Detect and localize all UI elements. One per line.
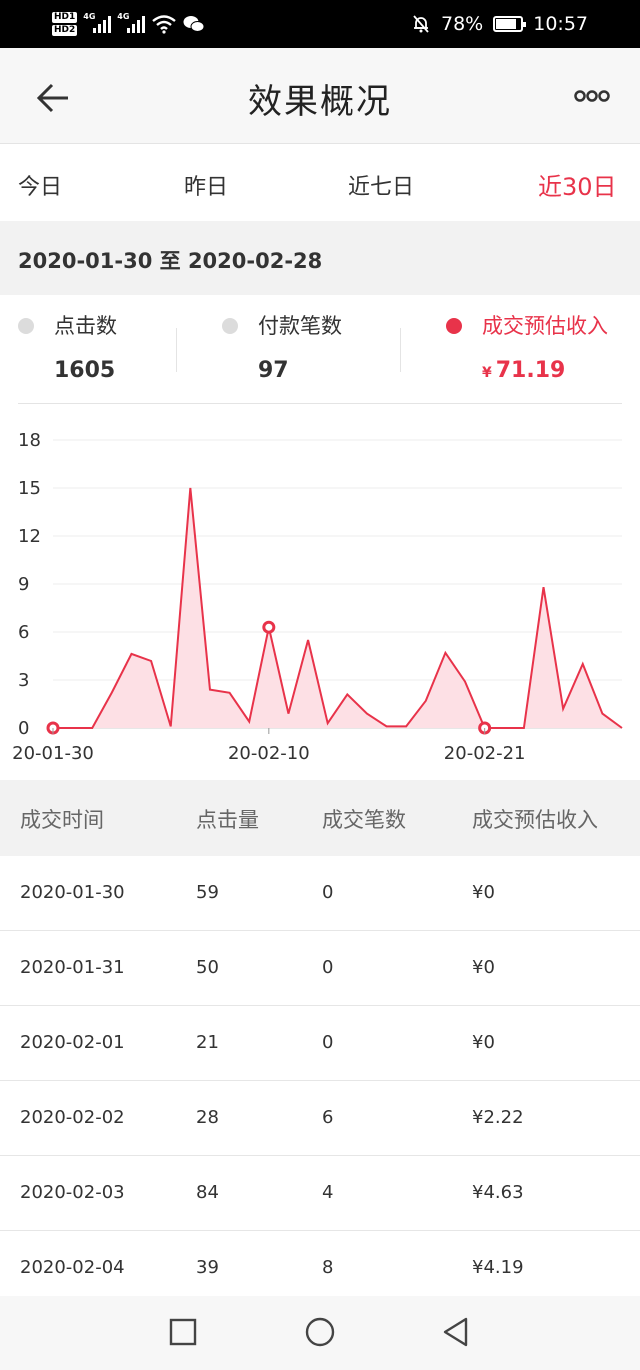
- signal-icon: 4G: [83, 12, 112, 33]
- metric-value: 1605: [54, 358, 116, 383]
- network-type-label-2: 4G: [117, 12, 130, 21]
- hd2-label: HD2: [52, 25, 78, 36]
- cell-date: 2020-01-31: [20, 957, 125, 978]
- cell-orders: 4: [322, 1182, 334, 1203]
- signal-icon-2: 4G: [117, 12, 146, 33]
- table-body: 2020-01-30 59 0 ¥0 2020-01-31 50 0 ¥0 2020-02-01…: [0, 856, 640, 1306]
- cell-orders: 8: [322, 1257, 334, 1278]
- header-income: 成交预估收入: [472, 808, 598, 832]
- clock: 10:57: [533, 13, 588, 35]
- y-tick-label: 15: [18, 478, 41, 499]
- metrics-summary: 点击数 1605 付款笔数 97 成交预估收入 ¥71.19: [0, 296, 640, 404]
- more-options-icon[interactable]: [574, 86, 610, 106]
- cell-income: ¥2.22: [472, 1107, 524, 1128]
- cell-orders: 0: [322, 882, 334, 903]
- cell-orders: 0: [322, 957, 334, 978]
- y-tick-label: 9: [18, 574, 29, 595]
- metric-label: 付款笔数: [258, 314, 342, 338]
- network-type-label: 4G: [83, 12, 96, 21]
- metric-label: 成交预估收入: [482, 314, 608, 338]
- page-title: 效果概况: [248, 82, 392, 122]
- cell-clicks: 50: [196, 957, 219, 978]
- chart-svg: 0 3 6 9 12 15 18 20-01-30 20-02-10 20-02-21: [12, 430, 623, 764]
- divider: [176, 328, 177, 372]
- cell-income: ¥4.19: [472, 1257, 524, 1278]
- back-arrow-icon[interactable]: [34, 78, 74, 118]
- battery-icon: [493, 16, 527, 32]
- metric-dot: [18, 318, 34, 334]
- table-row[interactable]: 2020-02-04 39 8 ¥4.19: [0, 1231, 640, 1306]
- table-row[interactable]: 2020-02-02 28 6 ¥2.22: [0, 1081, 640, 1156]
- table-row[interactable]: 2020-02-01 21 0 ¥0: [0, 1006, 640, 1081]
- cell-clicks: 28: [196, 1107, 219, 1128]
- battery-percent: 78%: [441, 13, 484, 35]
- series-line: [53, 487, 623, 729]
- app-header: 效果概况: [0, 48, 640, 144]
- metric-dot: [446, 318, 462, 334]
- tab-last-7-days[interactable]: 近七日: [348, 175, 415, 200]
- cell-clicks: 59: [196, 882, 219, 903]
- data-point-marker: [262, 620, 276, 634]
- cell-date: 2020-01-30: [20, 882, 125, 903]
- date-range-tabs: 今日 昨日 近七日 近30日: [0, 145, 640, 221]
- y-tick-label: 3: [18, 670, 29, 691]
- cell-clicks: 39: [196, 1257, 219, 1278]
- cell-clicks: 84: [196, 1182, 219, 1203]
- income-trend-chart: 0 3 6 9 12 15 18 20-01-30 20-02-10 20-02-21: [0, 420, 640, 780]
- header-clicks: 点击量: [196, 808, 259, 832]
- recent-apps-icon[interactable]: [167, 1316, 199, 1348]
- divider: [400, 328, 401, 372]
- status-bar: HD1 HD2 4G 4G 78% 10:57: [0, 0, 640, 48]
- area-fill: [53, 488, 622, 728]
- cell-date: 2020-02-02: [20, 1107, 125, 1128]
- home-icon[interactable]: [304, 1316, 336, 1348]
- metric-amount: 71.19: [495, 358, 566, 383]
- x-tick-label: 20-02-21: [444, 743, 526, 764]
- cell-date: 2020-02-01: [20, 1032, 125, 1053]
- divider: [18, 403, 622, 404]
- cell-income: ¥0: [472, 957, 495, 978]
- date-range-label: 2020-01-30 至 2020-02-28: [0, 221, 640, 295]
- wifi-icon: [152, 15, 177, 34]
- daily-data-table: 成交时间 点击量 成交笔数 成交预估收入 2020-01-30 59 0 ¥0 2020…: [0, 780, 640, 1306]
- hd-indicator: HD1 HD2: [52, 12, 78, 36]
- tab-today[interactable]: 今日: [18, 175, 63, 200]
- header-date: 成交时间: [20, 808, 104, 832]
- cell-date: 2020-02-04: [20, 1257, 125, 1278]
- mute-bell-icon: [413, 15, 429, 33]
- currency-symbol: ¥: [482, 365, 492, 381]
- y-tick-label: 0: [18, 718, 29, 739]
- cell-orders: 0: [322, 1032, 334, 1053]
- metric-label: 点击数: [54, 314, 117, 338]
- y-tick-label: 6: [18, 622, 29, 643]
- x-tick-label: 20-01-30: [12, 743, 94, 764]
- table-row[interactable]: 2020-02-03 84 4 ¥4.63: [0, 1156, 640, 1231]
- table-header: 成交时间 点击量 成交笔数 成交预估收入: [0, 780, 640, 856]
- metric-dot: [222, 318, 238, 334]
- tab-last-30-days[interactable]: 近30日: [538, 173, 617, 201]
- metric-value: ¥71.19: [482, 358, 565, 383]
- metric-value: 97: [258, 358, 289, 383]
- cell-income: ¥4.63: [472, 1182, 524, 1203]
- x-tick-label: 20-02-10: [228, 743, 310, 764]
- cell-clicks: 21: [196, 1032, 219, 1053]
- hd1-label: HD1: [52, 12, 78, 23]
- back-nav-icon[interactable]: [440, 1316, 472, 1348]
- table-row[interactable]: 2020-01-30 59 0 ¥0: [0, 856, 640, 931]
- y-tick-label: 18: [18, 430, 41, 451]
- cell-income: ¥0: [472, 1032, 495, 1053]
- wechat-icon: [183, 16, 205, 32]
- cell-date: 2020-02-03: [20, 1182, 125, 1203]
- cell-income: ¥0: [472, 882, 495, 903]
- table-row[interactable]: 2020-01-31 50 0 ¥0: [0, 931, 640, 1006]
- y-tick-label: 12: [18, 526, 41, 547]
- tab-yesterday[interactable]: 昨日: [184, 175, 229, 200]
- system-nav-bar: [0, 1296, 640, 1370]
- header-orders: 成交笔数: [322, 808, 406, 832]
- cell-orders: 6: [322, 1107, 334, 1128]
